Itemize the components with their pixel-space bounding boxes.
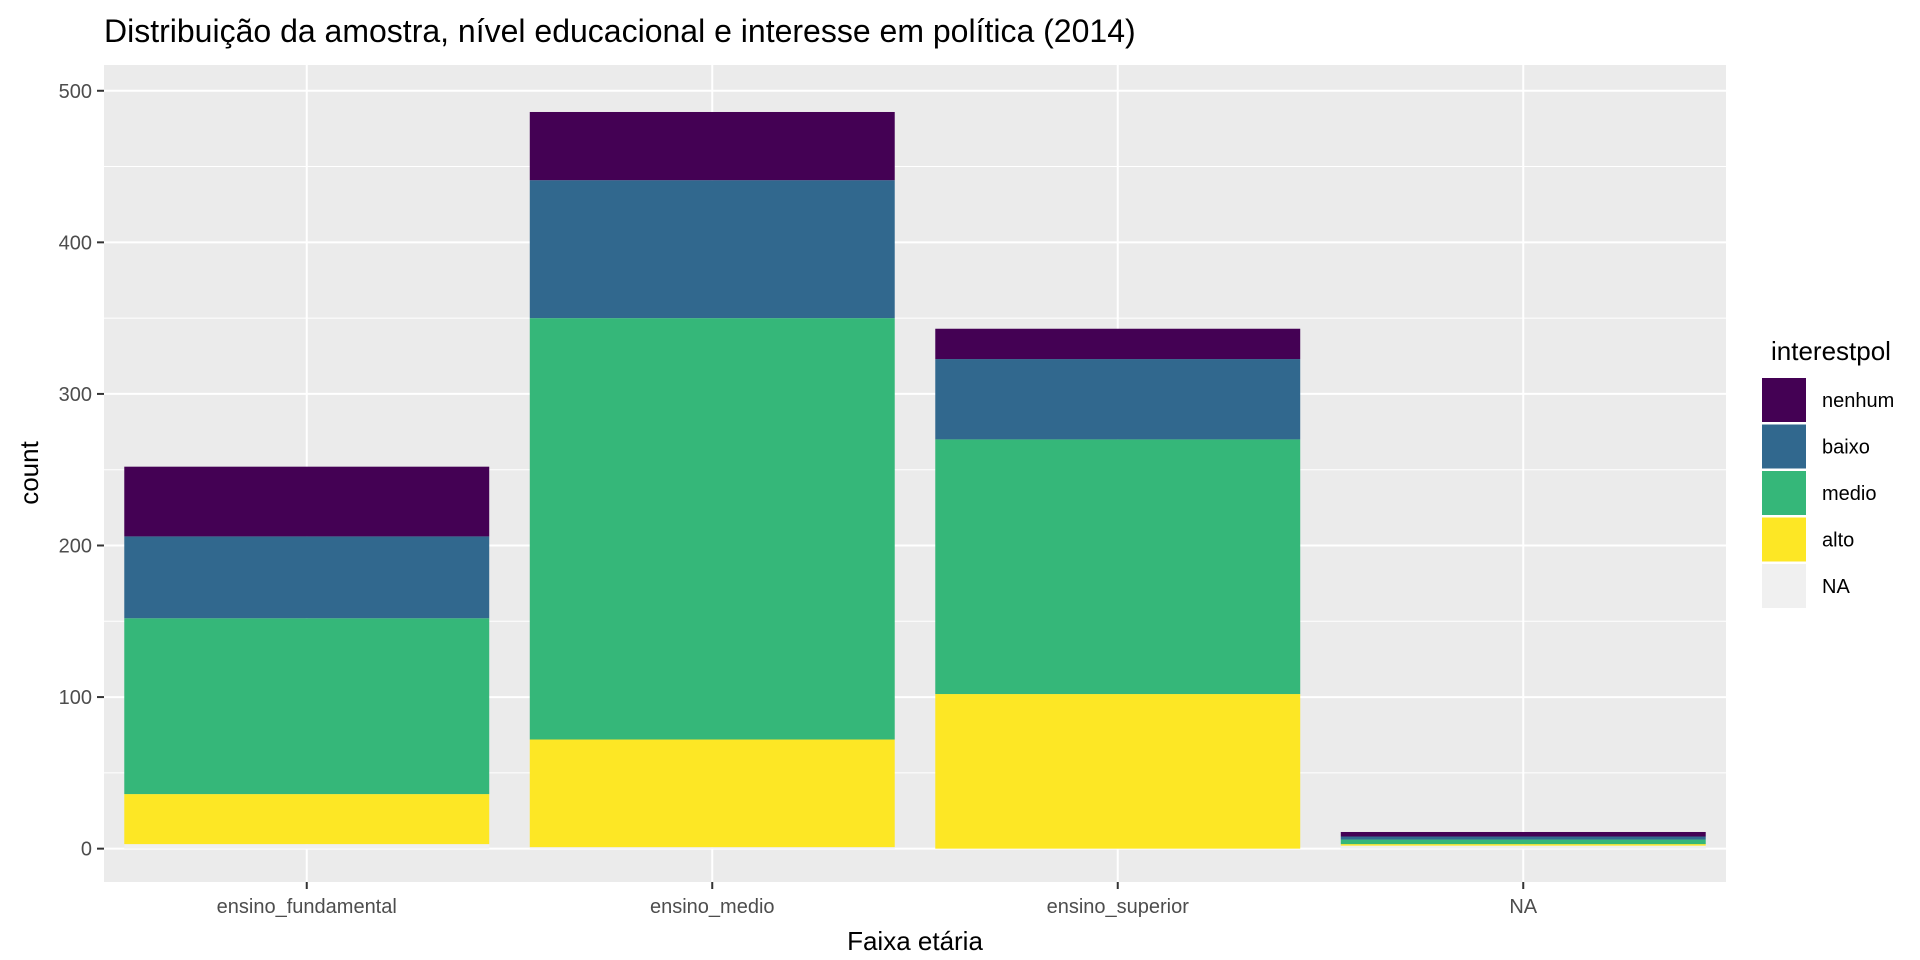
bar-ensino-fundamental-alto [124, 794, 490, 845]
y-tick-label: 0 [81, 839, 92, 861]
bar-ensino-fundamental-nenhum [124, 466, 490, 537]
x-axis: ensino_fundamental ensino_medio ensino_sup… [217, 882, 1538, 918]
y-tick-label: 500 [59, 81, 92, 103]
bar-ensino-superior-baixo [935, 359, 1301, 440]
x-tick-label: ensino_fundamental [217, 896, 397, 918]
bar-ensino-superior-medio [935, 439, 1301, 695]
x-tick-label: NA [1509, 896, 1537, 918]
bar-ensino-superior-nenhum [935, 328, 1301, 360]
bar-na-na [1340, 845, 1706, 849]
y-tick-label: 100 [59, 687, 92, 709]
bar-ensino-fundamental-medio [124, 618, 490, 795]
bar-ensino-fundamental-baixo [124, 536, 490, 619]
bar-ensino-medio-baixo [529, 180, 895, 319]
legend-key-na [1762, 564, 1806, 608]
legend-label-alto: alto [1822, 530, 1854, 552]
bar-na-medio [1340, 839, 1706, 845]
legend-label-baixo: baixo [1822, 437, 1870, 459]
bar-ensino-medio-na [529, 847, 895, 849]
legend-key-alto [1762, 517, 1806, 562]
legend-key-baixo [1762, 424, 1806, 469]
y-tick-label: 200 [59, 535, 92, 557]
legend-label-nenhum: nenhum [1822, 390, 1894, 412]
x-tick-label: ensino_superior [1047, 896, 1190, 918]
bar-ensino-medio-alto [529, 739, 895, 848]
bar-na-alto [1340, 844, 1706, 846]
legend-label-na: NA [1822, 576, 1850, 598]
bar-na-baixo [1340, 836, 1706, 840]
bar-ensino-medio-nenhum [529, 111, 895, 181]
y-axis: 0 100 200 300 400 500 [59, 81, 104, 861]
legend-key-medio [1762, 471, 1806, 515]
y-tick-label: 400 [59, 232, 92, 254]
bar-ensino-medio-medio [529, 318, 895, 740]
bar-na-nenhum [1340, 831, 1706, 837]
chart-title: Distribuição da amostra, nível educacion… [104, 13, 1136, 49]
legend: interestpol nenhum baixo medio alto NA [1762, 336, 1894, 608]
bar-ensino-superior-alto [935, 694, 1301, 849]
legend-label-medio: medio [1822, 483, 1876, 505]
legend-title: interestpol [1771, 336, 1891, 366]
bars [124, 111, 1706, 849]
y-axis-title: count [14, 440, 44, 504]
x-axis-title: Faixa etária [847, 926, 983, 956]
legend-key-nenhum [1762, 378, 1806, 422]
bar-ensino-fundamental-na [124, 844, 490, 849]
y-tick-label: 300 [59, 384, 92, 406]
x-tick-label: ensino_medio [650, 896, 775, 918]
